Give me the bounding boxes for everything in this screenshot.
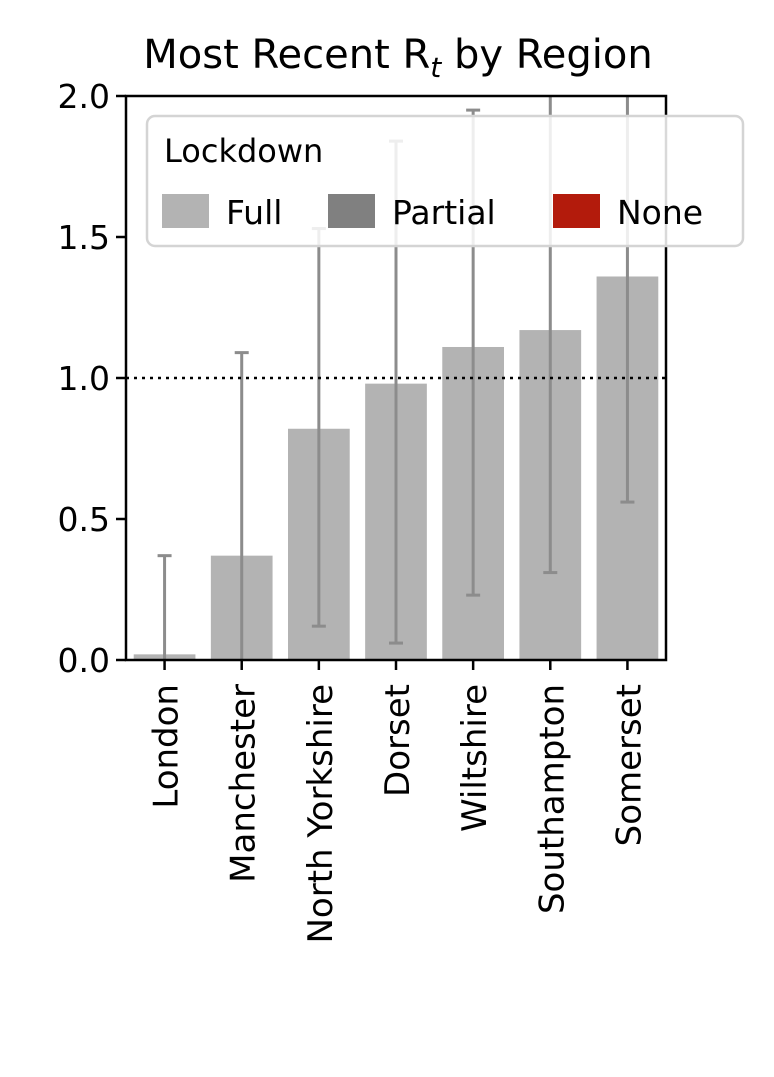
legend-label: None xyxy=(617,193,703,232)
y-tick-label: 0.0 xyxy=(58,641,110,680)
plot-area: 0.0 0.5 1.0 1.5 2.0 London Manchester North Yor… xyxy=(58,77,668,943)
y-tick-label: 1.5 xyxy=(58,218,110,257)
x-tick-label: London xyxy=(147,684,187,809)
legend-title: Lockdown xyxy=(164,132,323,170)
legend-swatch xyxy=(553,194,600,228)
y-tick-label: 2.0 xyxy=(58,77,110,116)
chart-title: Most Recent Rt by Region xyxy=(143,32,652,84)
legend-label: Full xyxy=(226,193,282,232)
x-tick-label: Southampton xyxy=(532,684,572,914)
x-tick-label: Manchester xyxy=(224,684,264,883)
x-tick-label: North Yorkshire xyxy=(301,684,341,943)
y-tick-label: 1.0 xyxy=(58,359,110,398)
x-tick-label: Dorset xyxy=(378,684,418,797)
chart-title-suffix: by Region xyxy=(441,32,652,78)
legend-label: Partial xyxy=(392,193,496,232)
x-tick-label: Wiltshire xyxy=(455,684,495,832)
chart-title-subscript: t xyxy=(430,51,442,84)
y-tick-label: 0.5 xyxy=(58,500,110,539)
chart-title-main: Most Recent R xyxy=(143,32,430,78)
legend: Lockdown Full Partial None xyxy=(145,114,745,248)
x-tick-label: Somerset xyxy=(609,684,649,846)
legend-swatch xyxy=(162,194,209,228)
legend-swatch xyxy=(328,194,375,228)
